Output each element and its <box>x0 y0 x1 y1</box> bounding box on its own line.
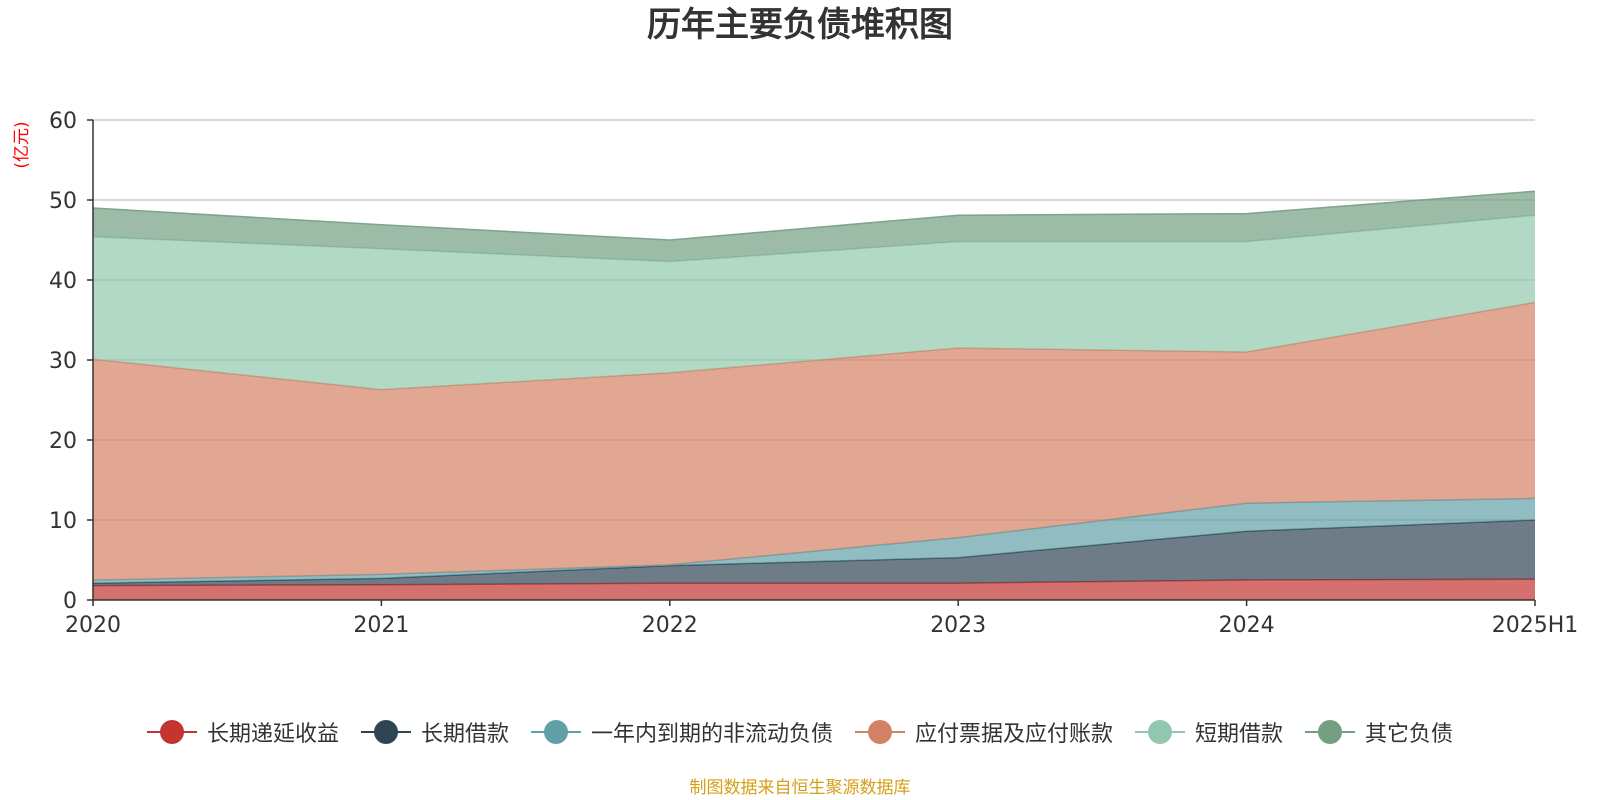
legend-label: 其它负债 <box>1365 722 1454 747</box>
x-tick-label: 2021 <box>353 613 409 638</box>
legend-marker-icon <box>855 719 905 745</box>
y-tick-label: 60 <box>49 109 77 134</box>
area-短期借款 <box>93 215 1535 390</box>
legend: 长期递延收益 长期借款 一年内到期的非流动负债 应付票据及应付账款 短期借款 其它负债 <box>0 716 1600 748</box>
legend-marker-icon <box>360 719 411 745</box>
legend-item[interactable]: 长期借款 <box>360 716 509 748</box>
x-tick-label: 2022 <box>642 613 698 638</box>
legend-label: 短期借款 <box>1195 722 1284 747</box>
y-tick-label: 0 <box>63 589 77 614</box>
legend-marker-icon <box>530 719 581 745</box>
area-series <box>92 190 1536 600</box>
legend-label: 应付票据及应付账款 <box>915 722 1114 747</box>
legend-item[interactable]: 长期递延收益 <box>146 716 339 748</box>
area-一年内到期的非流动负债 <box>93 498 1535 584</box>
legend-item[interactable]: 其它负债 <box>1305 716 1453 748</box>
axes: 0 10 20 30 40 50 60 2020 2021 2022 2023 2024 2025H1 <box>49 109 1578 638</box>
legend-item[interactable]: 应付票据及应付账款 <box>855 716 1113 748</box>
source-note: 制图数据来自恒生聚源数据库 <box>689 778 911 798</box>
y-tick-label: 40 <box>49 269 77 294</box>
y-tick-label: 30 <box>49 349 77 374</box>
area-长期借款 <box>93 520 1535 586</box>
legend-marker-icon <box>146 719 197 745</box>
area-其它负债 <box>93 191 1535 262</box>
y-tick-label: 10 <box>49 509 77 534</box>
y-axis-unit-label: (亿元) <box>12 121 32 168</box>
x-tick-label: 2025H1 <box>1492 613 1579 638</box>
legend-marker-icon <box>1135 719 1186 745</box>
legend-marker-icon <box>1305 719 1356 745</box>
y-tick-label: 50 <box>49 189 77 214</box>
legend-label: 长期递延收益 <box>206 722 339 747</box>
legend-item[interactable]: 短期借款 <box>1135 716 1283 748</box>
area-应付票据及应付账款 <box>93 302 1535 580</box>
x-tick-label: 2023 <box>930 613 986 638</box>
y-tick-label: 20 <box>49 429 77 454</box>
legend-item[interactable]: 一年内到期的非流动负债 <box>530 716 833 748</box>
x-tick-label: 2024 <box>1219 613 1275 638</box>
chart-title: 历年主要负债堆积图 <box>647 5 953 45</box>
legend-label: 一年内到期的非流动负债 <box>590 722 833 747</box>
x-tick-label: 2020 <box>65 613 121 638</box>
area-line-其它负债 <box>92 190 1536 241</box>
legend-label: 长期借款 <box>420 722 509 747</box>
